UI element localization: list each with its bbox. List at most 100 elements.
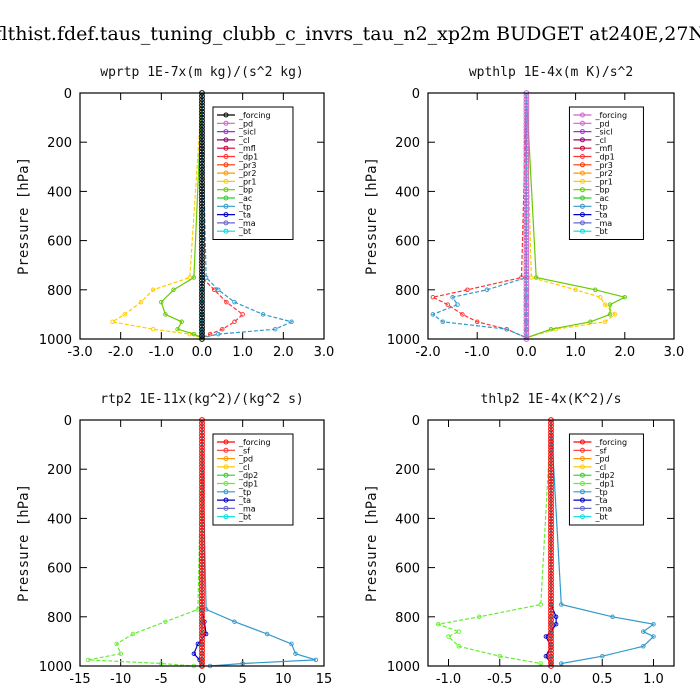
zero-line-marker <box>199 176 205 183</box>
zero-line-marker <box>548 441 554 448</box>
zero-line-marker <box>199 290 205 296</box>
legend-entry: _cl <box>238 463 250 472</box>
zero-line-marker <box>199 262 205 269</box>
zero-line-marker <box>199 497 205 503</box>
zero-line-marker <box>548 549 554 556</box>
zero-line-marker <box>199 490 205 497</box>
zero-line-marker <box>548 487 554 494</box>
zero-line-marker <box>548 506 554 513</box>
series-point <box>607 312 613 317</box>
series-point <box>600 653 605 659</box>
legend-marker <box>223 178 229 184</box>
series-point <box>597 294 603 300</box>
zero-line-marker <box>199 426 205 433</box>
y-tick-label: 1000 <box>387 660 420 675</box>
x-tick-label: -1.0 <box>465 345 490 360</box>
zero-line-marker <box>199 240 205 247</box>
x-tick-label: -1.0 <box>149 345 174 360</box>
zero-line-marker <box>523 317 530 324</box>
zero-line-marker <box>548 420 554 427</box>
zero-line-marker <box>523 139 530 146</box>
zero-line-marker <box>548 530 554 537</box>
zero-line-marker <box>199 626 205 632</box>
x-tick-label: 0.0 <box>192 345 213 360</box>
zero-line-marker <box>199 460 205 467</box>
series-point <box>504 326 509 332</box>
series-point <box>199 287 205 293</box>
zero-line-marker <box>523 323 530 330</box>
series-point <box>440 319 446 325</box>
zero-line-marker <box>523 283 530 290</box>
series-point <box>484 287 490 293</box>
y-tick-label: 600 <box>395 562 420 577</box>
y-tick-label: 400 <box>47 185 72 200</box>
zero-line-marker <box>523 311 530 318</box>
legend-entry: _dp2 <box>594 471 614 480</box>
zero-line-marker <box>199 577 205 583</box>
series-line-bp <box>525 92 627 339</box>
legend-marker <box>579 178 585 184</box>
zero-line-marker <box>523 256 530 263</box>
zero-line-marker <box>199 641 205 648</box>
series-point <box>602 302 608 307</box>
zero-line-marker <box>523 314 530 321</box>
zero-line-marker <box>548 447 554 454</box>
legend-marker <box>579 170 585 176</box>
zero-line-marker <box>199 173 205 179</box>
zero-line-marker <box>548 580 554 586</box>
legend-marker <box>579 203 585 209</box>
legend-marker <box>579 162 585 168</box>
zero-line-marker <box>548 589 554 596</box>
zero-line-marker <box>523 176 530 183</box>
zero-line-marker <box>548 595 554 602</box>
x-tick-label: -1.0 <box>436 672 461 687</box>
series-point <box>313 657 319 663</box>
zero-line-marker <box>199 613 205 620</box>
zero-line-marker <box>199 93 205 99</box>
legend-entry: _cl <box>594 136 606 145</box>
y-tick-label: 200 <box>47 463 72 478</box>
zero-line-marker <box>199 509 205 516</box>
zero-line-marker <box>199 206 205 213</box>
y-tick-label: 600 <box>395 235 420 250</box>
legend-marker <box>223 203 229 209</box>
zero-line-marker <box>199 635 205 642</box>
zero-line-marker <box>199 268 205 275</box>
zero-line-marker <box>548 460 554 467</box>
zero-line-marker <box>523 105 530 112</box>
zero-line-marker <box>199 157 205 164</box>
plot-frame <box>427 419 675 667</box>
zero-line-marker <box>523 151 530 158</box>
legend-marker <box>579 464 585 470</box>
zero-line-marker <box>199 163 205 170</box>
zero-line-marker <box>199 435 205 442</box>
zero-line-marker <box>548 617 554 623</box>
zero-line-marker <box>548 570 554 577</box>
zero-line-marker <box>199 326 205 333</box>
zero-line-marker <box>548 457 554 463</box>
series-point <box>543 653 549 659</box>
series-point <box>163 619 168 624</box>
panel-title: wpthlp 1E-4x(m K)/s^2 <box>469 65 633 80</box>
series-point <box>122 312 127 317</box>
legend-entry: _sf <box>594 446 606 455</box>
x-tick-label: 2.0 <box>273 345 294 360</box>
zero-line-marker <box>523 299 530 306</box>
zero-line-marker <box>199 494 205 500</box>
zero-line-marker <box>523 213 530 219</box>
zero-line-marker <box>199 265 205 272</box>
zero-line-marker <box>199 185 205 192</box>
series-point <box>289 319 294 325</box>
zero-line-marker <box>523 197 530 204</box>
legend-marker <box>579 220 585 226</box>
zero-line-marker <box>199 530 205 537</box>
legend-marker <box>223 514 229 520</box>
series-point <box>191 331 197 337</box>
zero-line-marker <box>199 561 205 568</box>
zero-line-marker <box>523 179 530 186</box>
zero-line-marker <box>523 308 530 315</box>
legend-marker <box>223 447 229 453</box>
zero-line-marker <box>199 271 205 278</box>
zero-line-marker <box>199 126 205 133</box>
x-tick-label: -3.0 <box>67 345 92 360</box>
